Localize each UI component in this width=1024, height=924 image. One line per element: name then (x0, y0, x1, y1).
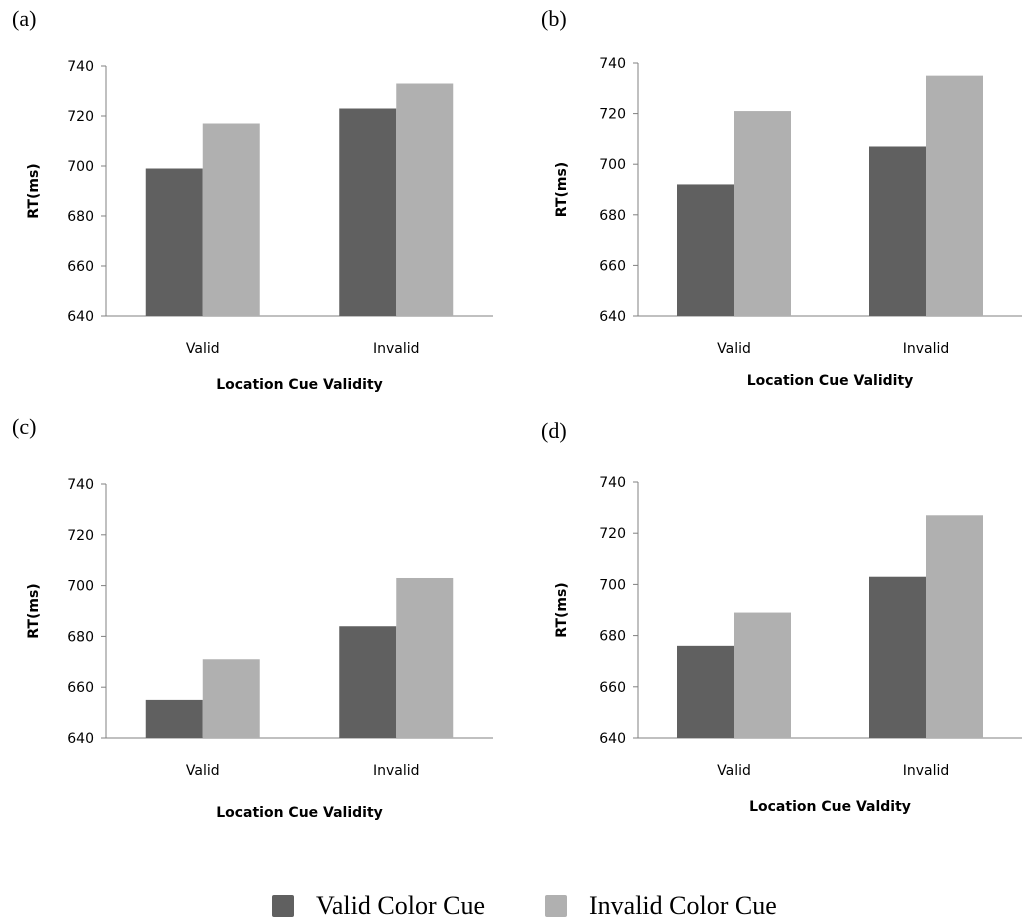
legend-swatch-valid (272, 895, 294, 917)
bar-valid-invalid-color-cue (202, 123, 260, 316)
y-tick-label: 700 (67, 159, 94, 175)
x-tick-label: Valid (186, 763, 220, 779)
bar-invalid-valid-color-cue (869, 576, 926, 738)
panel-label-b: (b) (541, 6, 567, 31)
y-tick-label: 640 (599, 731, 626, 747)
y-tick-label: 720 (599, 526, 626, 542)
bar-valid-invalid-color-cue (734, 111, 791, 316)
bar-valid-valid-color-cue (145, 699, 203, 738)
y-axis-label: RT(ms) (554, 162, 570, 217)
y-tick-label: 700 (67, 579, 94, 595)
x-axis-label: Location Cue Validity (216, 805, 383, 821)
y-tick-label: 660 (599, 680, 626, 696)
bar-invalid-invalid-color-cue (926, 75, 983, 317)
y-tick-label: 680 (67, 209, 94, 225)
bar-invalid-valid-color-cue (339, 108, 397, 316)
x-tick-label: Valid (186, 341, 220, 357)
y-axis-label: RT(ms) (554, 582, 570, 637)
legend-label-invalid: Invalid Color Cue (589, 891, 777, 920)
panel-label-a: (a) (12, 6, 37, 31)
y-axis-label: RT(ms) (26, 583, 42, 638)
y-tick-label: 660 (599, 258, 626, 274)
x-axis-label: Location Cue Validity (747, 373, 914, 389)
y-tick-label: 660 (67, 680, 94, 696)
y-tick-label: 680 (599, 208, 626, 224)
y-tick-label: 720 (599, 107, 626, 123)
x-axis-label: Location Cue Valdity (749, 799, 911, 815)
bar-invalid-invalid-color-cue (396, 83, 454, 316)
bar-valid-invalid-color-cue (734, 612, 791, 738)
y-tick-label: 680 (67, 629, 94, 645)
panel-label-c: (c) (12, 414, 37, 439)
bar-valid-valid-color-cue (677, 645, 734, 738)
y-tick-label: 720 (67, 528, 94, 544)
legend: Valid Color Cue Invalid Color Cue (272, 888, 837, 924)
y-tick-label: 740 (599, 475, 626, 491)
legend-item-valid-color-cue: Valid Color Cue (272, 891, 485, 921)
x-axis-label: Location Cue Validity (216, 377, 383, 393)
bar-invalid-invalid-color-cue (396, 577, 454, 738)
y-tick-label: 680 (599, 629, 626, 645)
x-tick-label: Valid (717, 763, 751, 779)
y-tick-label: 740 (67, 59, 94, 75)
legend-item-invalid-color-cue: Invalid Color Cue (545, 891, 777, 921)
y-tick-label: 700 (599, 577, 626, 593)
y-tick-label: 660 (67, 259, 94, 275)
bar-invalid-invalid-color-cue (926, 515, 983, 738)
bar-invalid-valid-color-cue (869, 146, 926, 316)
x-tick-label: Invalid (903, 763, 950, 779)
legend-label-valid: Valid Color Cue (316, 891, 485, 920)
panel-label-d: (d) (541, 418, 567, 443)
x-tick-label: Invalid (373, 763, 420, 779)
y-tick-label: 720 (67, 109, 94, 125)
y-tick-label: 640 (67, 731, 94, 747)
bar-valid-valid-color-cue (677, 184, 734, 316)
x-tick-label: Invalid (373, 341, 420, 357)
y-tick-label: 640 (599, 309, 626, 325)
bar-valid-valid-color-cue (145, 168, 203, 316)
y-tick-label: 740 (599, 56, 626, 72)
y-tick-label: 700 (599, 157, 626, 173)
x-tick-label: Valid (717, 341, 751, 357)
y-axis-label: RT(ms) (26, 163, 42, 218)
y-tick-label: 740 (67, 477, 94, 493)
bar-valid-invalid-color-cue (202, 659, 260, 738)
legend-swatch-invalid (545, 895, 567, 917)
y-tick-label: 640 (67, 309, 94, 325)
bar-invalid-valid-color-cue (339, 626, 397, 738)
x-tick-label: Invalid (903, 341, 950, 357)
